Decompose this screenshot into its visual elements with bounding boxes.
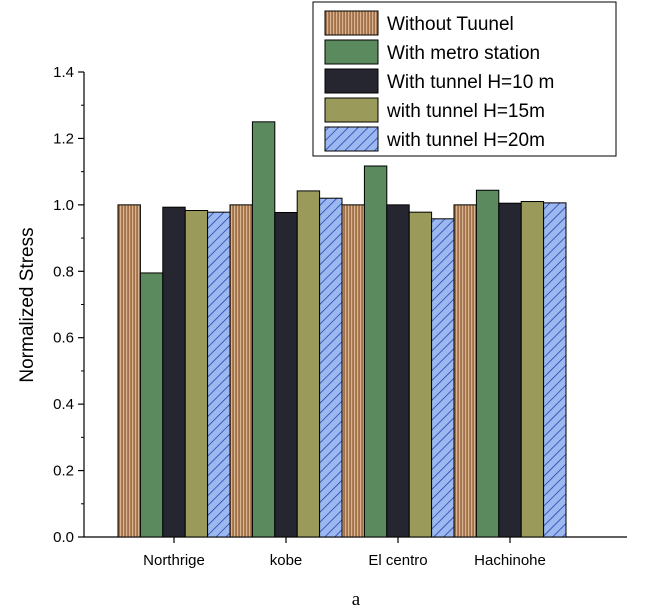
y-tick-label: 0.2 (53, 463, 74, 480)
bar-4-3 (408, 211, 433, 538)
legend-swatch (324, 10, 379, 36)
x-tick-label: Northrige (143, 552, 205, 569)
bars (117, 121, 567, 538)
x-tick-label: kobe (270, 552, 303, 569)
legend-label: With metro station (387, 43, 540, 64)
bar-5-2 (319, 197, 343, 538)
bar-2-2 (251, 121, 276, 538)
y-ticks: 0.0 0.2 0.4 0.6 0.8 1.0 1.2 1.4 (53, 64, 84, 546)
bar-2-1 (139, 272, 164, 538)
legend-label: With tunnel H=10 m (387, 72, 554, 93)
legend-label: Without Tuunel (387, 14, 514, 35)
y-tick-label: 0.8 (53, 263, 74, 280)
bar-5-1 (207, 211, 231, 538)
y-tick-label: 0.6 (53, 330, 74, 347)
y-tick-label: 0.4 (53, 396, 74, 413)
bar-5-4 (543, 202, 567, 538)
legend-label: with tunnel H=20m (386, 130, 545, 151)
legend-swatch (324, 126, 379, 152)
bar-1-4 (453, 204, 477, 538)
bar-3-3 (386, 204, 410, 538)
y-tick-label: 1.2 (53, 130, 74, 147)
legend-swatch (324, 97, 379, 123)
bar-4-4 (520, 201, 545, 538)
bar-3-2 (274, 211, 298, 538)
bar-2-3 (363, 165, 388, 538)
bar-1-1 (117, 204, 141, 538)
y-tick-label: 0.0 (53, 529, 74, 546)
bar-2-4 (475, 189, 500, 538)
bar-5-3 (431, 218, 455, 538)
y-axis-title: Normalized Stress (17, 227, 38, 382)
x-tick-label: Hachinohe (474, 552, 546, 569)
bar-4-2 (296, 190, 321, 538)
bar-1-3 (341, 204, 365, 538)
legend-label: with tunnel H=15m (386, 101, 545, 122)
legend-swatch (324, 68, 379, 94)
legend-swatch (324, 39, 379, 65)
bar-1-2 (229, 204, 253, 538)
x-tick-label: El centro (368, 552, 427, 569)
y-tick-label: 1.4 (53, 64, 74, 81)
bar-4-1 (184, 210, 209, 538)
x-ticks: Northrige kobe El centro Hachinohe (143, 537, 546, 569)
legend: Without Tuunel With metro station With tun… (312, 1, 617, 157)
bar-3-4 (498, 202, 522, 538)
y-tick-label: 1.0 (53, 197, 74, 214)
bar-3-1 (162, 206, 186, 538)
figure-caption: a (352, 589, 361, 610)
